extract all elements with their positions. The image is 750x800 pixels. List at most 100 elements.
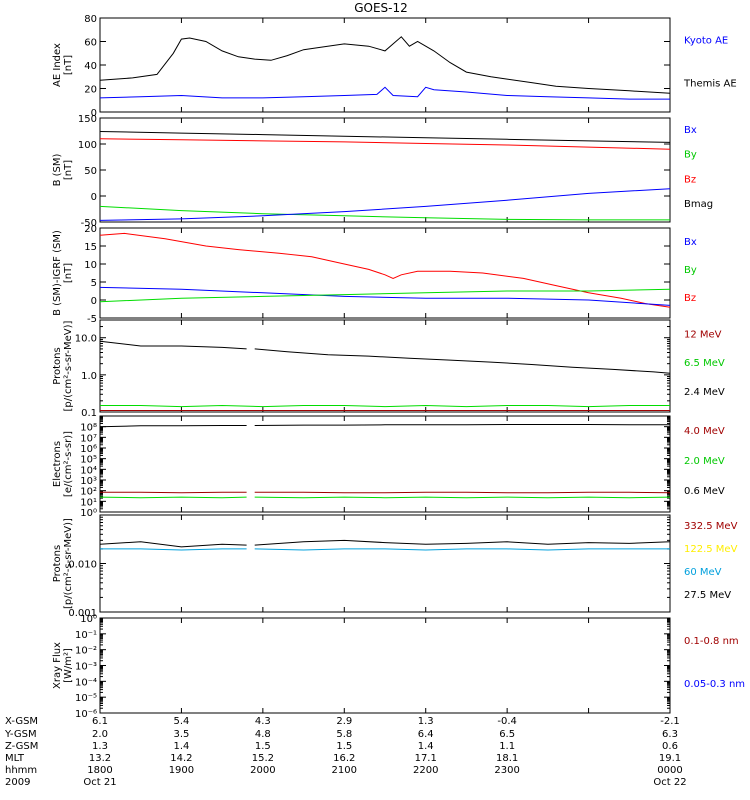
ephemeris-value: 1.4 [173, 741, 189, 752]
y-tick-label: 40 [84, 61, 97, 72]
y-tick-label: 10⁻⁵ [75, 693, 97, 704]
ephemeris-value: Oct 21 [83, 777, 116, 788]
ephemeris-value: 17.1 [415, 753, 437, 764]
y-tick-label: 80 [84, 14, 97, 25]
legend-entry: 27.5 MeV [684, 590, 731, 601]
series-line [99, 36, 671, 94]
series-line [99, 205, 670, 221]
series-line [99, 340, 247, 350]
ephemeris-value: 1900 [169, 765, 194, 776]
ephemeris-value: 6.5 [499, 729, 515, 740]
y-axis-label: AE Index [52, 43, 63, 87]
ephemeris-value: 18.1 [496, 753, 518, 764]
ephemeris-value: -2.1 [660, 716, 680, 727]
ephemeris-value: 1.1 [499, 741, 515, 752]
y-tick-label: 10⁵ [80, 455, 97, 466]
y-tick-label: 10² [80, 487, 97, 498]
series-line [99, 288, 671, 303]
series-line [99, 286, 671, 306]
ephemeris-value: 15.2 [252, 753, 274, 764]
series-line [100, 548, 247, 551]
y-axis-label: [e/(cm²-s-sr)] [63, 431, 74, 497]
y-tick-label: 10¹ [80, 497, 97, 508]
ephemeris-row-label: MLT [5, 753, 25, 764]
ephemeris-value: 5.4 [173, 716, 189, 727]
series-line [254, 348, 671, 374]
y-axis-label: [nT] [63, 160, 74, 180]
ephemeris-value: 2.9 [336, 716, 352, 727]
legend-entry: Bz [684, 174, 696, 185]
y-tick-label: 10⁶ [80, 444, 97, 455]
legend-entry: 6.5 MeV [684, 358, 725, 369]
series-line [254, 496, 671, 499]
legend-entry: 60 MeV [684, 567, 722, 578]
legend-entry: 0.05-0.3 nm [684, 679, 745, 690]
ephemeris-value: 2100 [332, 765, 357, 776]
y-axis-label: [p/(cm²-s-sr-MeV)] [63, 518, 74, 609]
legend-entry: Bx [684, 237, 697, 248]
ephemeris-value: 6.1 [92, 716, 108, 727]
ephemeris-value: 1800 [87, 765, 112, 776]
panel-bsm-igrf: -5 0 5 10 15 20 B (SM)-IGRF (SM) [nT] Bx By Bz [52, 224, 697, 325]
ephemeris-value: 2.0 [92, 729, 108, 740]
ephemeris-value: 1.3 [92, 741, 108, 752]
panel-frame [99, 319, 671, 413]
y-tick-label: 0 [91, 296, 97, 307]
ephemeris-value: 4.3 [255, 716, 271, 727]
legend-entry: By [684, 150, 697, 161]
ephemeris-value: 6.4 [418, 729, 434, 740]
series-line [99, 138, 671, 150]
y-tick-label: 20 [84, 85, 97, 96]
y-tick-label: 10⁷ [80, 433, 97, 444]
legend-entry: By [684, 265, 697, 276]
series-line [99, 425, 247, 428]
panel-protons-low: 0.1 1.0 10.0 Protons [p/(cm²-s-sr-MeV)] 12 Me… [52, 319, 725, 419]
ephemeris-row-label: 2009 [5, 777, 30, 788]
y-tick-label: 150 [78, 114, 97, 125]
y-tick-label: 10⁸ [80, 423, 97, 434]
ephemeris-value: 19.1 [659, 753, 681, 764]
y-tick-label: 10 [84, 260, 97, 271]
series-line [254, 424, 670, 426]
ephemeris-value: 1.5 [336, 741, 352, 752]
legend-entry: Bx [684, 125, 697, 136]
legend-entry: Bmag [684, 199, 713, 210]
ephemeris-value: 3.5 [173, 729, 189, 740]
series-line [100, 404, 670, 408]
y-tick-label: 10⁰ [80, 614, 97, 625]
y-axis-label: [nT] [63, 55, 74, 75]
series-line [99, 232, 671, 308]
legend-entry: 0.6 MeV [684, 486, 725, 497]
ephemeris-value: 2300 [494, 765, 519, 776]
panel-frame [99, 227, 671, 319]
ephemeris-value: Oct 22 [653, 777, 686, 788]
ephemeris-value: -0.4 [497, 716, 517, 727]
legend-entry: 0.1-0.8 nm [684, 636, 739, 647]
legend-entry: Themis AE [683, 78, 737, 89]
panel-xray: 10⁻⁶ 10⁻⁵ 10⁻⁴ 10⁻³ 10⁻² 10⁻¹ 10⁰ Xray Flux [W/m… [52, 614, 745, 720]
y-tick-label: 10⁻² [75, 646, 97, 657]
y-axis-label: Protons [52, 347, 63, 384]
panel-protons-high: 0.001 0.010 Protons [p/(cm²-s-sr-MeV)] 332.5… [52, 514, 738, 619]
y-tick-label: 0 [91, 192, 97, 203]
ephemeris-value: 2000 [250, 765, 275, 776]
y-tick-label: 50 [84, 166, 97, 177]
ephemeris-value: 14.2 [170, 753, 192, 764]
legend-entry: 4.0 MeV [684, 426, 725, 437]
y-tick-label: 0.1 [81, 408, 97, 419]
ephemeris-value: 1.3 [418, 716, 434, 727]
ephemeris-value: 6.3 [662, 729, 678, 740]
y-tick-label: 20 [84, 224, 97, 235]
y-tick-label: 10⁻⁴ [75, 677, 97, 688]
y-tick-label: 0.001 [68, 608, 97, 619]
ephemeris-value: 1.5 [255, 741, 271, 752]
y-axis-label: B (SM) [52, 153, 63, 186]
panel-ae: 0 20 40 60 80 AE Index [nT] Kyoto AE Themis AE [52, 14, 737, 119]
figure-title: GOES-12 [354, 1, 408, 15]
series-line [99, 131, 671, 143]
series-line [99, 188, 671, 221]
ephemeris-value: 0.6 [662, 741, 678, 752]
y-tick-label: 0.010 [68, 560, 97, 571]
y-axis-label: [p/(cm²-s-sr-MeV)] [63, 320, 74, 411]
y-tick-label: 10⁻⁶ [75, 709, 97, 720]
